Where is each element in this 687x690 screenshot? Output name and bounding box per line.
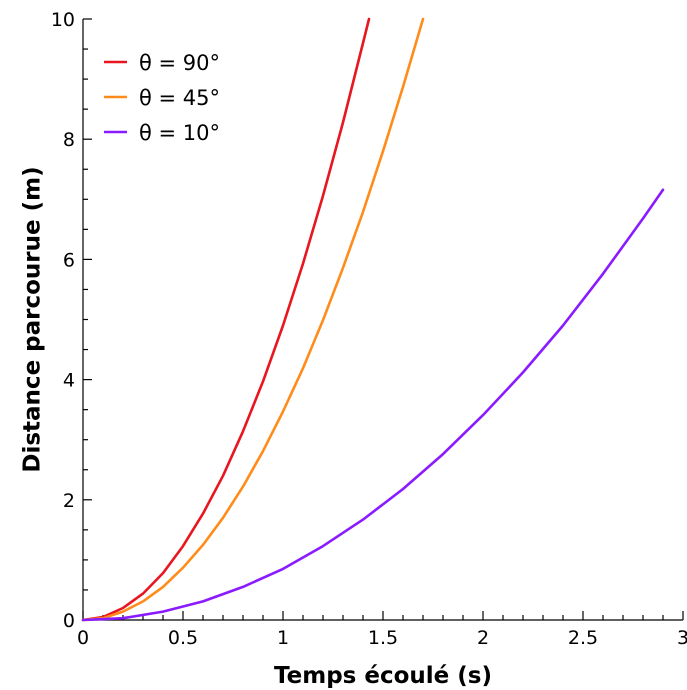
series-lines	[81, 17, 665, 622]
legend-label: θ = 90°	[139, 51, 220, 75]
x-tick-label: 1	[277, 627, 289, 649]
x-axis-ticks: 0 0.5 1 1.5 2 2.5 3	[77, 611, 687, 649]
series-line-1	[81, 17, 371, 622]
y-axis-title: Distance parcourue (m)	[20, 166, 46, 472]
legend-label: θ = 45°	[139, 86, 220, 110]
x-tick-label: 2.5	[568, 627, 598, 649]
y-tick-label: 2	[63, 490, 75, 512]
legend-label: θ = 10°	[139, 121, 220, 145]
y-tick-label: 10	[51, 9, 75, 31]
y-axis-ticks: 0 2 4 6 8 10	[51, 9, 92, 632]
x-tick-label: 3	[677, 627, 687, 649]
y-tick-label: 8	[63, 129, 75, 151]
series-line-3	[81, 188, 665, 622]
y-tick-label: 4	[63, 370, 75, 392]
y-tick-label: 6	[63, 249, 75, 271]
legend: θ = 90° θ = 45° θ = 10°	[104, 51, 220, 145]
series-line-2	[81, 17, 425, 622]
y-tick-label: 0	[63, 610, 75, 632]
x-tick-label: 0	[77, 627, 89, 649]
x-tick-label: 0.5	[168, 627, 198, 649]
x-axis-title: Temps écoulé (s)	[274, 663, 492, 689]
x-tick-label: 2	[477, 627, 489, 649]
x-tick-label: 1.5	[368, 627, 398, 649]
